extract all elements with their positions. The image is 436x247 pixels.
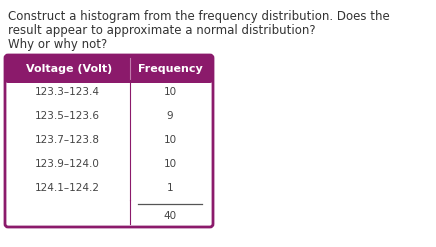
Text: 123.5–123.6: 123.5–123.6 (34, 111, 99, 121)
Text: 40: 40 (164, 211, 177, 221)
Text: 10: 10 (164, 159, 177, 169)
Text: 123.7–123.8: 123.7–123.8 (34, 135, 99, 145)
Text: 1: 1 (167, 183, 174, 193)
Text: Why or why not?: Why or why not? (8, 38, 107, 51)
Text: 123.3–123.4: 123.3–123.4 (34, 87, 99, 97)
FancyBboxPatch shape (5, 55, 213, 83)
Text: 10: 10 (164, 135, 177, 145)
Text: result appear to approximate a normal distribution?: result appear to approximate a normal di… (8, 24, 316, 37)
FancyBboxPatch shape (5, 55, 213, 227)
Text: 124.1–124.2: 124.1–124.2 (34, 183, 99, 193)
Text: Frequency: Frequency (138, 64, 202, 74)
Text: 123.9–124.0: 123.9–124.0 (34, 159, 99, 169)
Text: 9: 9 (167, 111, 174, 121)
Text: Construct a histogram from the frequency distribution. Does the: Construct a histogram from the frequency… (8, 10, 390, 23)
Text: 10: 10 (164, 87, 177, 97)
Text: Voltage (Volt): Voltage (Volt) (26, 64, 112, 74)
Bar (8, 69, 210, 82)
